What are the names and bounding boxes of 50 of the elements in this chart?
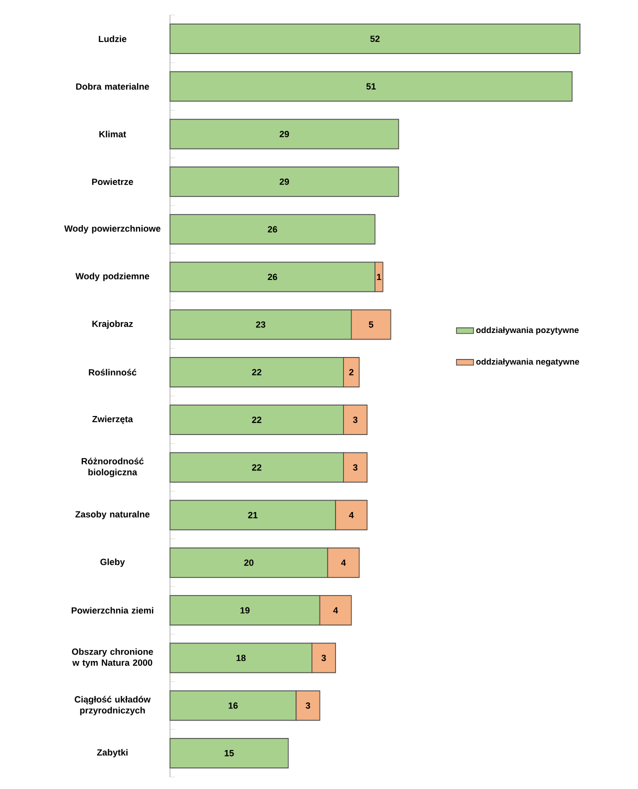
- data-label: 4: [348, 512, 354, 518]
- bar: [170, 118, 400, 150]
- y-tick-label: Zabytki: [97, 749, 128, 758]
- data-label: 5: [368, 321, 374, 328]
- data-label: 4: [333, 607, 338, 614]
- data-label: 29: [280, 178, 289, 185]
- data-label: 19: [240, 607, 250, 614]
- y-tick-label: Różnorodność biologiczna: [82, 458, 144, 478]
- y-tick-label: Powierzchnia ziemi: [72, 607, 154, 614]
- y-tick-label: Ludzie: [98, 36, 126, 42]
- data-label: 20: [244, 560, 254, 566]
- bar: [170, 214, 376, 244]
- data-label: 21: [248, 512, 258, 518]
- data-label: 3: [306, 702, 310, 709]
- data-label: 4: [341, 560, 346, 566]
- data-label: 22: [252, 416, 262, 423]
- y-tick-label: Klimat: [99, 130, 126, 138]
- bar: [170, 24, 580, 54]
- y-tick-label: Krajobraz: [92, 320, 133, 329]
- y-tick-label: Zwierzęta: [92, 416, 133, 424]
- data-label: 18: [236, 654, 246, 662]
- data-label: 3: [353, 464, 358, 471]
- bar: [170, 738, 289, 768]
- data-label: 15: [224, 750, 234, 756]
- y-tick-label: Gleby: [100, 558, 125, 567]
- data-label: 29: [280, 130, 289, 138]
- y-tick-label: Roślinność: [88, 368, 136, 376]
- y-tick-label: Ciągłość układów przyrodniczych: [74, 696, 151, 716]
- legend-label: oddziaływania pozytywne: [476, 326, 579, 335]
- data-label: 2: [349, 369, 354, 376]
- data-label: 3: [353, 416, 358, 423]
- y-tick-label: Powietrze: [92, 178, 134, 185]
- y-tick-label: Dobra materialne: [76, 83, 150, 90]
- y-tick-label: Obszary chronione w tym Natura 2000: [72, 648, 154, 668]
- data-label: 3: [321, 654, 326, 662]
- data-label: 52: [370, 36, 380, 42]
- data-label: 26: [268, 226, 278, 232]
- data-label: 22: [252, 369, 262, 376]
- legend-label: oddziaływania negatywne: [476, 358, 580, 366]
- y-tick-label: Wody powierzchniowe: [64, 225, 160, 234]
- y-tick-label: Wody podziemne: [75, 272, 150, 282]
- bar: [170, 166, 400, 197]
- data-label: 26: [268, 274, 278, 280]
- data-label: 16: [228, 702, 238, 709]
- data-label: 23: [256, 321, 266, 328]
- bar: [170, 71, 573, 102]
- data-label: 51: [366, 83, 376, 90]
- y-tick-label: Zasoby naturalne: [75, 510, 150, 520]
- data-label: 1: [377, 274, 382, 280]
- data-label: 22: [252, 464, 262, 471]
